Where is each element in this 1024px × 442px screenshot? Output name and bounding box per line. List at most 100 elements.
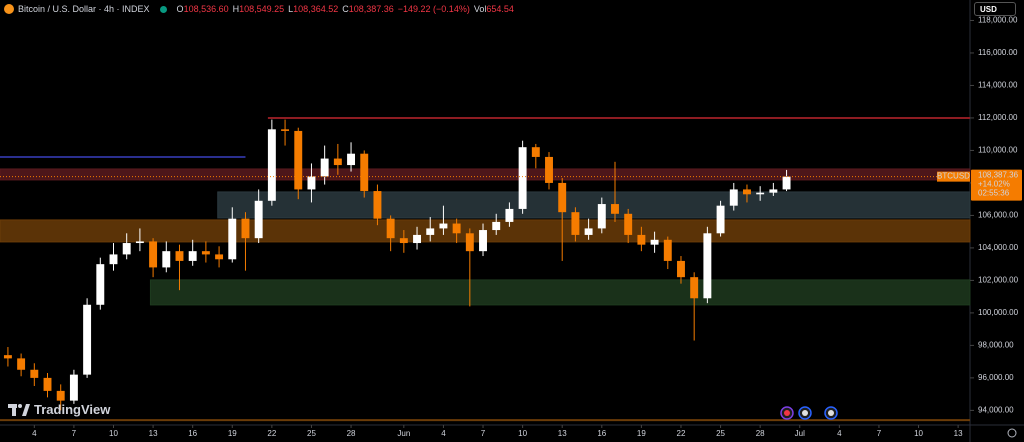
candle-body <box>201 251 210 255</box>
candle-body <box>267 129 276 201</box>
ohlc-key: O <box>176 4 184 14</box>
candle-body <box>215 254 224 260</box>
x-tick-label: 16 <box>188 429 197 438</box>
candle-body <box>690 277 699 299</box>
zone <box>0 168 971 181</box>
candle-body <box>373 191 382 219</box>
candle-body <box>17 358 26 370</box>
x-tick-label: 10 <box>518 429 527 438</box>
coin-icon <box>4 4 14 14</box>
candle-body <box>162 251 171 268</box>
candle-body <box>663 239 672 261</box>
candle-body <box>465 233 474 252</box>
x-tick-label: 22 <box>267 429 276 438</box>
candle-body <box>637 234 646 245</box>
x-tick-label: 19 <box>637 429 646 438</box>
candle-body <box>307 176 316 190</box>
ohlc-value: 108,364.52 <box>293 4 339 14</box>
y-tick-label: 94,000.00 <box>978 405 1014 414</box>
candle-body <box>56 390 65 401</box>
candle-body <box>69 374 78 401</box>
candle-body <box>413 234 421 244</box>
y-tick-label: 102,000.00 <box>978 276 1019 285</box>
price-tag-bg <box>971 169 1022 201</box>
volume-key: Vol <box>473 4 487 14</box>
candle-body <box>782 176 791 190</box>
x-tick-label: 7 <box>481 429 486 438</box>
candle-body <box>175 251 184 261</box>
y-tick-label: 116,000.00 <box>978 48 1018 57</box>
ohlc-item: H108,549.25 <box>233 4 285 14</box>
candle-body <box>149 241 158 268</box>
candle-body <box>241 218 250 239</box>
y-tick-label: 112,000.00 <box>978 113 1018 122</box>
symbol-tag: BTCUSD <box>937 172 970 181</box>
price-tag-change: +14.02% <box>978 180 1010 189</box>
currency-button[interactable]: USD <box>974 2 1016 16</box>
candle-body <box>135 241 144 244</box>
candle-body <box>769 189 778 193</box>
x-tick-label: 7 <box>877 429 882 438</box>
zone <box>149 279 971 306</box>
candle-body <box>611 204 619 214</box>
ohlc-value: 108,387.36 <box>348 4 394 14</box>
x-tick-label: 10 <box>914 429 923 438</box>
candle-body <box>122 243 131 255</box>
logo: TradingView <box>8 402 110 417</box>
ohlc-item: O108,536.60 <box>177 4 229 14</box>
event-icon-inner <box>802 410 808 416</box>
x-tick-label: 28 <box>347 429 356 438</box>
candle-body <box>333 158 342 166</box>
candle-body <box>518 147 527 209</box>
x-tick-label: 22 <box>677 429 686 438</box>
candle-body <box>479 230 487 252</box>
candle-body <box>399 238 408 244</box>
y-tick-label: 106,000.00 <box>978 211 1019 220</box>
volume: Vol654.54 <box>474 4 514 14</box>
candle-body <box>228 218 237 260</box>
symbol-tag-bg <box>937 171 970 182</box>
candle-body <box>492 221 501 231</box>
logo-mark <box>8 403 30 416</box>
market-status <box>159 5 167 13</box>
price-tag-value: 108,387.36 <box>978 171 1019 180</box>
x-tick-label: 10 <box>109 429 118 438</box>
candle-body <box>3 355 12 359</box>
symbol: Bitcoin / U.S. Dollar · 4h · INDEX <box>18 4 150 14</box>
candle-body <box>756 192 765 195</box>
y-tick-label: 114,000.00 <box>978 81 1018 90</box>
ohlc-item: C108,387.36 <box>342 4 394 14</box>
x-tick-label: 4 <box>837 429 842 438</box>
candle-body <box>254 200 263 239</box>
candle-body <box>650 239 659 245</box>
candle-body <box>624 213 633 235</box>
ohlc-value: 108,536.60 <box>183 4 229 14</box>
candle-body <box>545 156 553 183</box>
zone <box>217 191 971 219</box>
legend-header: Bitcoin / U.S. Dollar · 4h · INDEX O108,… <box>4 2 514 16</box>
candle-body <box>743 189 751 195</box>
price-tag-countdown: 02:55:36 <box>978 189 1010 198</box>
candle-body <box>716 205 725 234</box>
x-tick-label: 25 <box>716 429 725 438</box>
x-tick-label: 7 <box>72 429 77 438</box>
candle-body <box>43 377 52 391</box>
candle-body <box>83 304 92 375</box>
ohlc-key: H <box>232 4 240 14</box>
candle-body <box>531 147 540 157</box>
volume-value: 654.54 <box>486 4 514 14</box>
event-icon-inner <box>828 410 834 416</box>
candle-body <box>294 130 303 190</box>
settings-icon <box>1007 428 1017 438</box>
y-tick-label: 104,000.00 <box>978 243 1019 252</box>
y-tick-label: 100,000.00 <box>978 308 1019 317</box>
candle-body <box>360 153 369 192</box>
candle-body <box>109 254 118 265</box>
x-tick-label: 13 <box>149 429 158 438</box>
candle-body <box>703 233 712 299</box>
ohlc-key: L <box>288 4 294 14</box>
candle-body <box>729 189 738 206</box>
candle-body <box>505 208 514 222</box>
